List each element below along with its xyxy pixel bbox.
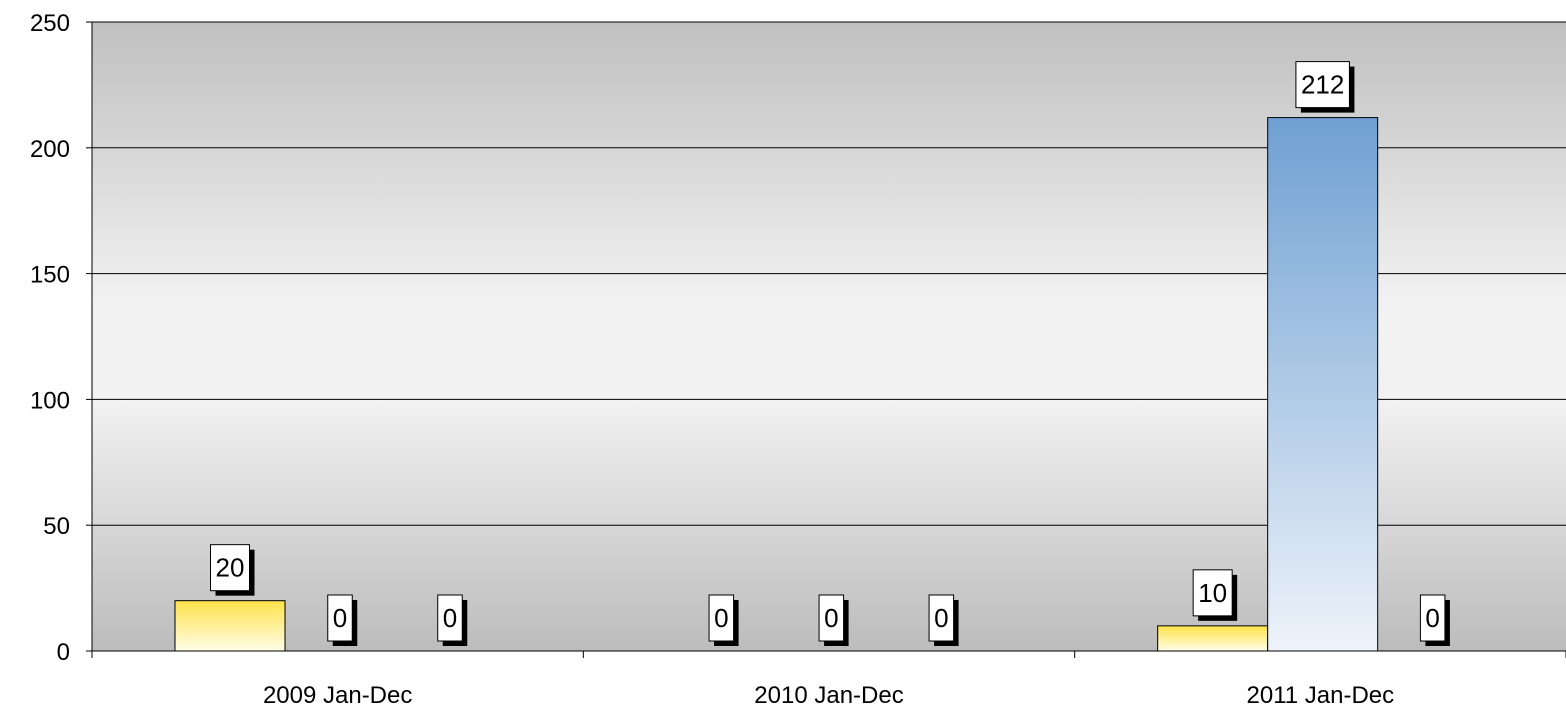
- data-label: 0: [708, 594, 739, 646]
- data-label-box: [1295, 61, 1350, 109]
- x-tick-label: 2009 Jan-Dec: [263, 682, 412, 709]
- data-label-box: [327, 594, 353, 642]
- data-label-text: 0: [824, 603, 838, 633]
- data-label: 0: [928, 594, 959, 646]
- data-label-box: [708, 594, 735, 642]
- data-label: 0: [818, 594, 849, 646]
- y-tick-label: 150: [30, 262, 70, 289]
- y-tick-label: 50: [43, 513, 70, 540]
- data-label-box: [437, 594, 463, 642]
- data-label: 0: [327, 594, 358, 646]
- y-tick-label: 100: [30, 387, 70, 414]
- data-label-box: [210, 544, 250, 592]
- y-tick-label: 250: [30, 10, 70, 37]
- data-label-box: [818, 594, 845, 642]
- data-label-text: 0: [333, 603, 347, 633]
- data-label-text: 10: [1198, 578, 1227, 608]
- data-label-text: 0: [443, 603, 457, 633]
- data-label-box: [928, 594, 955, 642]
- y-tick-label: 200: [30, 136, 70, 163]
- data-label-box: [1192, 569, 1233, 617]
- x-tick-label: 2010 Jan-Dec: [754, 682, 903, 709]
- data-label-box: [1419, 594, 1446, 642]
- data-label: 10: [1192, 569, 1238, 621]
- data-label-text: 0: [1425, 603, 1439, 633]
- data-label-text: 0: [934, 603, 948, 633]
- x-tick-label: 2011 Jan-Dec: [1247, 682, 1395, 709]
- data-label-text: 212: [1301, 70, 1344, 100]
- bar: [1157, 625, 1269, 652]
- bar: [174, 600, 286, 652]
- data-label: 20: [210, 544, 255, 596]
- data-label: 0: [1419, 594, 1450, 646]
- y-tick-label: 0: [57, 639, 70, 666]
- data-label: 0: [437, 594, 468, 646]
- data-label-text: 20: [216, 553, 245, 583]
- data-label: 212: [1295, 61, 1355, 113]
- data-label-text: 0: [714, 603, 728, 633]
- bar: [1267, 117, 1379, 652]
